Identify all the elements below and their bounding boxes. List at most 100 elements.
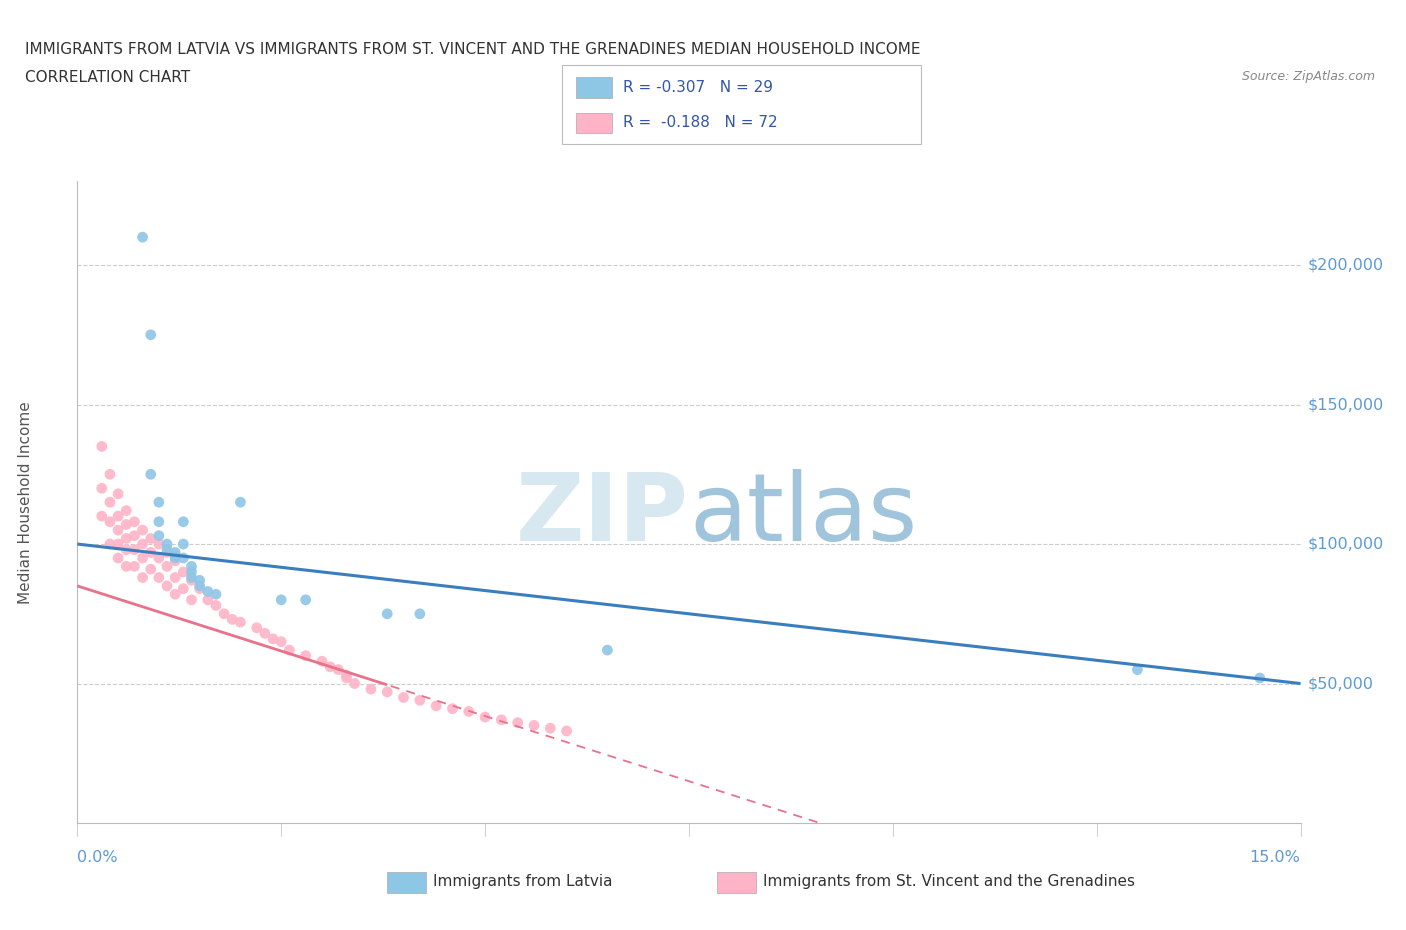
Point [246,620,269,635]
Text: IMMIGRANTS FROM LATVIA VS IMMIGRANTS FROM ST. VINCENT AND THE GRENADINES MEDIAN : IMMIGRANTS FROM LATVIA VS IMMIGRANTS FRO… [25,42,921,57]
Point [294,648,316,663]
Point [107,523,129,538]
Text: Median Household Income: Median Household Income [18,401,32,604]
Point [90,509,112,524]
Point [98,514,121,529]
Point [156,537,179,551]
Point [335,671,357,685]
Text: $50,000: $50,000 [1308,676,1374,691]
Point [596,643,619,658]
Point [115,542,138,557]
Point [172,551,194,565]
Point [375,684,398,699]
Point [409,606,432,621]
Text: Source: ZipAtlas.com: Source: ZipAtlas.com [1241,70,1375,83]
Point [457,704,479,719]
Point [229,495,252,510]
Point [156,559,179,574]
Point [98,537,121,551]
Text: CORRELATION CHART: CORRELATION CHART [25,70,190,85]
Point [124,542,146,557]
Point [360,682,382,697]
Point [115,559,138,574]
Point [188,578,211,593]
Point [205,598,228,613]
Point [148,495,170,510]
Point [555,724,578,738]
Point [148,551,170,565]
Point [148,537,170,551]
Point [506,715,529,730]
Point [131,551,153,565]
Point [1126,662,1149,677]
Text: Immigrants from Latvia: Immigrants from Latvia [433,874,613,889]
Text: Immigrants from St. Vincent and the Grenadines: Immigrants from St. Vincent and the Gren… [763,874,1136,889]
Point [392,690,415,705]
Point [229,615,252,630]
Point [180,570,202,585]
Point [148,570,170,585]
Point [124,514,146,529]
Point [523,718,546,733]
Point [270,592,292,607]
Point [188,581,211,596]
Point [180,592,202,607]
Point [131,230,153,245]
Point [343,676,366,691]
Point [253,626,276,641]
Point [409,693,432,708]
Point [172,581,194,596]
Point [1249,671,1271,685]
Point [319,659,342,674]
Point [139,467,162,482]
Point [205,587,228,602]
Point [98,467,121,482]
Point [165,551,187,565]
Point [172,514,194,529]
Text: R =  -0.188   N = 72: R = -0.188 N = 72 [623,115,778,130]
Point [131,570,153,585]
Point [165,545,187,560]
Point [156,545,179,560]
Text: 0.0%: 0.0% [77,850,118,865]
Point [165,553,187,568]
Point [165,587,187,602]
Point [294,592,316,607]
Point [107,537,129,551]
Point [90,481,112,496]
Point [328,662,350,677]
Point [180,573,202,588]
Text: $100,000: $100,000 [1308,537,1384,551]
Point [139,545,162,560]
Point [212,606,235,621]
Point [165,570,187,585]
Point [538,721,561,736]
Point [148,514,170,529]
Point [139,562,162,577]
Point [197,592,219,607]
Point [98,495,121,510]
Text: atlas: atlas [689,469,917,561]
Point [131,537,153,551]
Text: R = -0.307   N = 29: R = -0.307 N = 29 [623,80,773,95]
Point [172,565,194,579]
Point [491,712,513,727]
Point [90,439,112,454]
Point [270,634,292,649]
Point [115,503,138,518]
Text: $200,000: $200,000 [1308,258,1384,272]
Point [165,548,187,563]
Point [180,559,202,574]
Point [124,528,146,543]
Point [131,523,153,538]
Point [107,509,129,524]
Point [172,537,194,551]
Point [474,710,496,724]
Point [262,631,284,646]
Point [221,612,243,627]
Point [115,531,138,546]
Point [139,327,162,342]
Point [107,486,129,501]
Point [335,668,357,683]
Point [375,606,398,621]
